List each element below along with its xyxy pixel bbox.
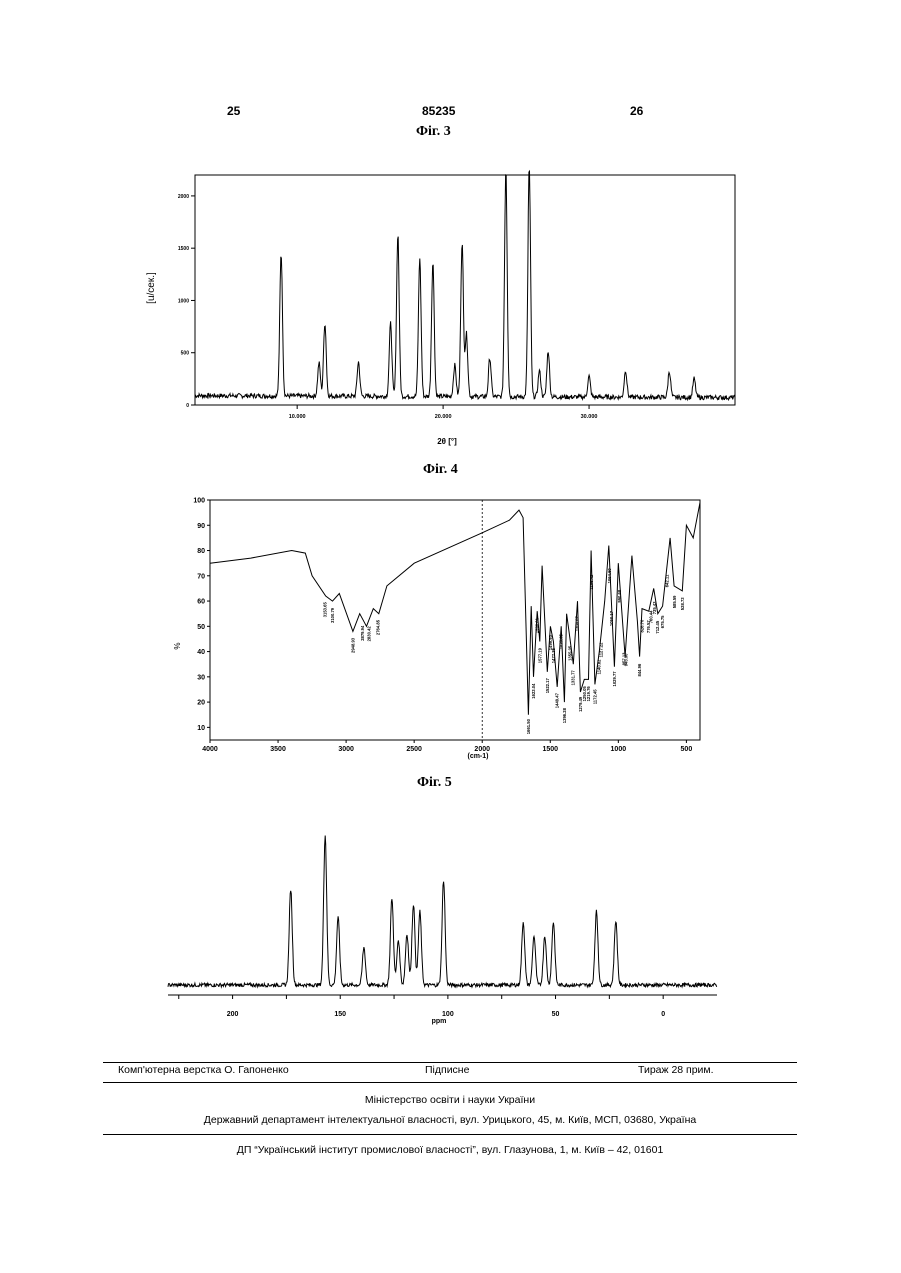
transmittance-trace bbox=[210, 503, 700, 715]
peak-label: 1304.07 bbox=[574, 615, 579, 631]
x-axis-label: (cm-1) bbox=[467, 753, 488, 760]
peak-label: 1064.60 bbox=[607, 568, 612, 584]
figure-5-caption: Фіг. 5 bbox=[417, 775, 452, 791]
figure-5-nmr-spectrum: ppm 200 150 100 50 0 bbox=[160, 830, 730, 1030]
y-axis-label: [u/сек.] bbox=[146, 272, 157, 304]
figure-3-xrd-chart: [u/сек.] 2θ [°] 2000 1500 1000 500 0 10.000 20… bbox=[140, 170, 740, 450]
peak-label: 1420.45 bbox=[559, 633, 564, 649]
y-axis-label: % bbox=[173, 642, 182, 649]
peak-label: 844.96 bbox=[637, 663, 642, 676]
y-tick-label: 90 bbox=[197, 523, 205, 530]
peak-label: 1355.05 bbox=[568, 645, 573, 661]
peak-label: 1577.19 bbox=[537, 647, 542, 663]
peak-label: 735.43 bbox=[652, 601, 657, 614]
peak-label: 3100.79 bbox=[330, 607, 335, 623]
peak-label: 1623.04 bbox=[531, 683, 536, 699]
y-tick-label: 1000 bbox=[178, 298, 189, 304]
plot-frame bbox=[195, 175, 735, 405]
peak-label: 2830.42 bbox=[367, 626, 372, 642]
y-tick-label: 1500 bbox=[178, 246, 189, 252]
footer-rule-1 bbox=[103, 1062, 797, 1063]
peak-label: 1172.45 bbox=[592, 689, 597, 705]
page-number-right: 26 bbox=[630, 104, 643, 118]
peak-label: 1140.82 bbox=[597, 659, 602, 675]
x-tick-label: 30.000 bbox=[581, 414, 598, 420]
peak-label: 1331.77 bbox=[571, 670, 576, 686]
peak-label: 1127.22 bbox=[599, 642, 604, 658]
peak-label: 1196.42 bbox=[589, 574, 594, 590]
footer-rule-2 bbox=[103, 1082, 797, 1083]
peak-label: 1522.17 bbox=[545, 677, 550, 693]
peak-label: 2948.93 bbox=[351, 637, 356, 653]
x-tick-label: 10.000 bbox=[289, 414, 306, 420]
y-tick-label: 40 bbox=[197, 649, 205, 656]
figure-4-ir-spectrum: % (cm-1) 100 90 80 70 60 50 40 30 20 10 4000 3500 30… bbox=[170, 490, 710, 765]
y-tick-label: 500 bbox=[181, 351, 190, 357]
footer-ministry: Міністерство освіти і науки України bbox=[103, 1094, 797, 1106]
x-tick-label: 2500 bbox=[406, 746, 422, 753]
peak-label: 1449.47 bbox=[555, 692, 560, 708]
peak-label: 1661.50 bbox=[526, 718, 531, 734]
peak-label: 1050.17 bbox=[609, 610, 614, 626]
peak-label: 3153.65 bbox=[323, 601, 328, 617]
x-tick-label: 20.000 bbox=[435, 414, 452, 420]
peak-label: 675.75 bbox=[660, 615, 665, 628]
peak-label: 585.59 bbox=[672, 595, 677, 608]
footer-institute: ДП “Український інститут промислової вла… bbox=[103, 1144, 797, 1156]
y-tick-label: 70 bbox=[197, 573, 205, 580]
peak-label: 2764.85 bbox=[376, 619, 381, 635]
peak-label: 826.70 bbox=[639, 619, 644, 632]
x-tick-label: 3000 bbox=[338, 746, 354, 753]
x-tick-label: 200 bbox=[227, 1011, 239, 1018]
footer-department: Державний департамент інтелектуальної вл… bbox=[103, 1114, 797, 1126]
peak-label: 1029.77 bbox=[612, 671, 617, 687]
x-tick-label: 500 bbox=[681, 746, 693, 753]
x-axis-label: ppm bbox=[432, 1018, 447, 1025]
plot-frame bbox=[210, 500, 700, 740]
x-tick-label: 0 bbox=[661, 1011, 665, 1018]
y-tick-label: 0 bbox=[186, 403, 189, 409]
peak-label: 1499.93 bbox=[548, 634, 553, 650]
peak-label: 1219.76 bbox=[586, 686, 591, 702]
footer-layout-credit: Комп'ютерна верстка О. Гапоненко bbox=[118, 1064, 289, 1076]
nmr-trace bbox=[168, 836, 717, 987]
x-tick-label: 4000 bbox=[202, 746, 218, 753]
y-tick-label: 60 bbox=[197, 599, 205, 606]
peak-label: 1396.28 bbox=[562, 707, 567, 723]
peak-label: 2879.94 bbox=[360, 625, 365, 641]
y-tick-label: 100 bbox=[193, 498, 205, 505]
peak-label: 528.73 bbox=[680, 597, 685, 610]
footer-signed: Підписне bbox=[425, 1064, 469, 1076]
peak-label: 1477.35 bbox=[551, 647, 556, 663]
x-tick-label: 1500 bbox=[542, 746, 558, 753]
x-tick-label: 2000 bbox=[474, 746, 490, 753]
peak-label: 1596.01 bbox=[535, 617, 540, 633]
page-number-left: 25 bbox=[227, 104, 240, 118]
figure-4-caption: Фіг. 4 bbox=[423, 462, 458, 478]
y-tick-label: 30 bbox=[197, 674, 205, 681]
patent-number: 85235 bbox=[422, 104, 455, 118]
x-tick-label: 100 bbox=[442, 1011, 454, 1018]
diffraction-trace bbox=[195, 171, 735, 400]
y-tick-label: 80 bbox=[197, 548, 205, 555]
peak-label: 990.68 bbox=[617, 589, 622, 602]
footer-circulation: Тираж 28 прим. bbox=[638, 1064, 714, 1076]
x-tick-label: 50 bbox=[552, 1011, 560, 1018]
y-tick-label: 20 bbox=[197, 700, 205, 707]
x-tick-label: 150 bbox=[334, 1011, 346, 1018]
y-tick-label: 50 bbox=[197, 624, 205, 631]
x-axis-label: 2θ [°] bbox=[437, 437, 457, 446]
x-tick-label: 3500 bbox=[270, 746, 286, 753]
y-tick-label: 10 bbox=[197, 725, 205, 732]
figure-3-caption: Фіг. 3 bbox=[416, 124, 451, 140]
peak-label: 642.11 bbox=[665, 574, 670, 587]
peak-label: 943.90 bbox=[624, 653, 629, 666]
x-tick-label: 1000 bbox=[611, 746, 627, 753]
y-tick-label: 2000 bbox=[178, 194, 189, 200]
footer-rule-3 bbox=[103, 1134, 797, 1135]
